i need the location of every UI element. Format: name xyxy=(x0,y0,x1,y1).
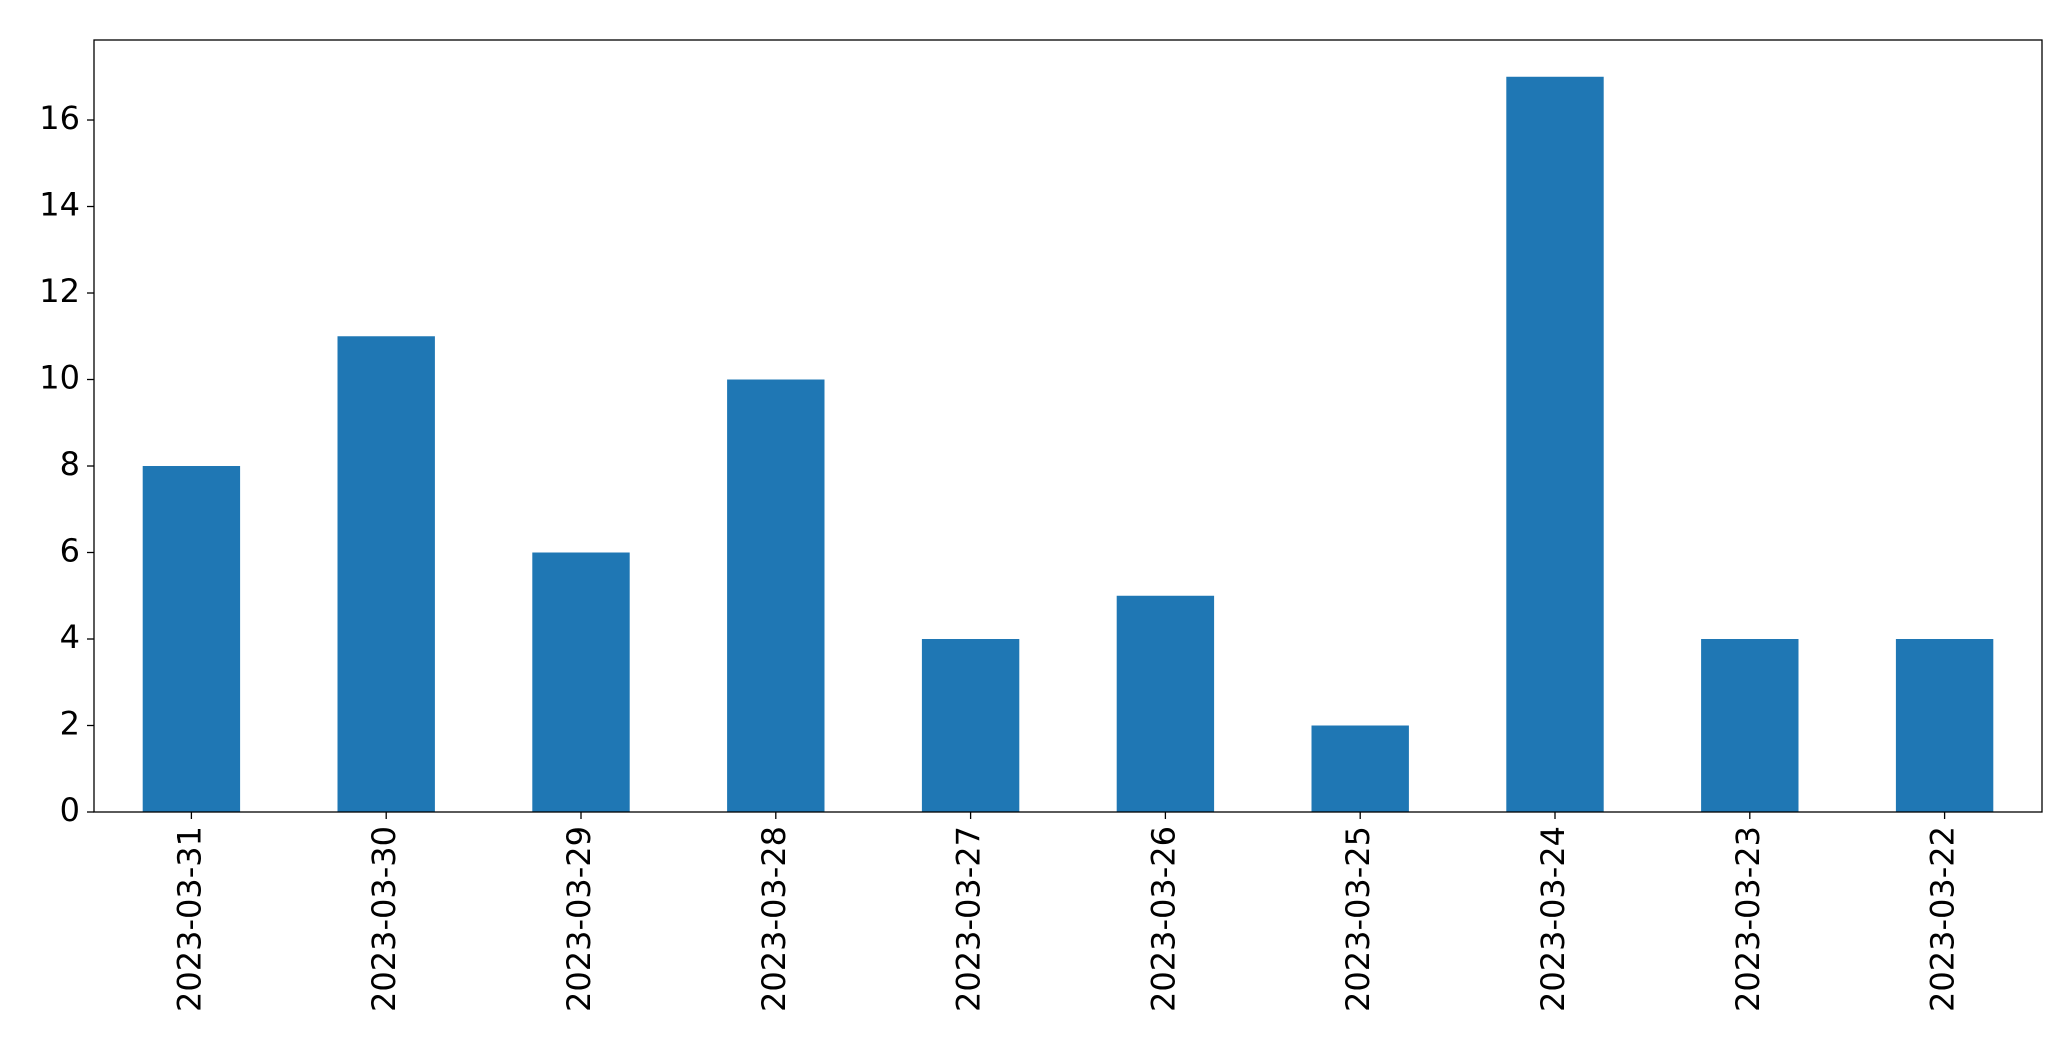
x-tick-label: 2023-03-22 xyxy=(1924,826,1962,1012)
x-tick-label: 2023-03-23 xyxy=(1729,826,1767,1012)
bar xyxy=(142,466,241,812)
plot-frame xyxy=(93,39,2043,813)
x-tick-label: 2023-03-27 xyxy=(950,826,988,1012)
bar xyxy=(1506,76,1604,812)
y-tick-label: 4 xyxy=(60,618,80,656)
x-tick-label: 2023-03-25 xyxy=(1339,826,1377,1012)
bar xyxy=(1116,595,1215,812)
x-tick-label: 2023-03-28 xyxy=(755,826,793,1012)
bar xyxy=(727,379,825,812)
x-tick-label: 2023-03-31 xyxy=(170,826,208,1012)
x-tick-label: 2023-03-26 xyxy=(1144,826,1182,1012)
y-tick-label: 8 xyxy=(60,445,80,483)
bar xyxy=(532,552,630,812)
y-tick-label: 14 xyxy=(39,186,80,224)
x-tick-label: 2023-03-24 xyxy=(1534,826,1572,1012)
y-tick-label: 12 xyxy=(39,272,80,310)
bar xyxy=(1895,639,1994,812)
y-tick-label: 16 xyxy=(39,99,80,137)
y-tick-label: 6 xyxy=(60,532,80,570)
y-tick-label: 0 xyxy=(60,791,80,829)
x-tick-label: 2023-03-30 xyxy=(365,826,403,1012)
bar xyxy=(1701,639,1799,812)
y-tick-label: 10 xyxy=(39,359,80,397)
bar xyxy=(921,639,1020,812)
x-tick-label: 2023-03-29 xyxy=(560,826,598,1012)
bar xyxy=(337,336,435,812)
y-tick-label: 2 xyxy=(60,705,80,743)
bar xyxy=(1311,725,1409,812)
